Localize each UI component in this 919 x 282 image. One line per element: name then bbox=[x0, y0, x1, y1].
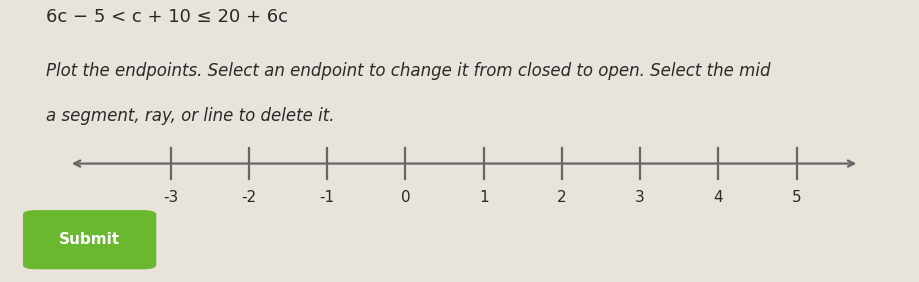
Text: a segment, ray, or line to delete it.: a segment, ray, or line to delete it. bbox=[46, 107, 335, 125]
Text: 5: 5 bbox=[792, 190, 801, 205]
Text: 4: 4 bbox=[713, 190, 723, 205]
Text: Plot the endpoints. Select an endpoint to change it from closed to open. Select : Plot the endpoints. Select an endpoint t… bbox=[46, 62, 770, 80]
Text: 6c − 5 < c + 10 ≤ 20 + 6c: 6c − 5 < c + 10 ≤ 20 + 6c bbox=[46, 8, 288, 27]
Text: -1: -1 bbox=[320, 190, 335, 205]
Text: 1: 1 bbox=[479, 190, 489, 205]
Text: 2: 2 bbox=[557, 190, 567, 205]
Text: 0: 0 bbox=[401, 190, 410, 205]
Text: -2: -2 bbox=[242, 190, 256, 205]
Text: Submit: Submit bbox=[59, 232, 120, 247]
FancyBboxPatch shape bbox=[23, 210, 156, 269]
Text: 3: 3 bbox=[635, 190, 645, 205]
Text: -3: -3 bbox=[163, 190, 178, 205]
